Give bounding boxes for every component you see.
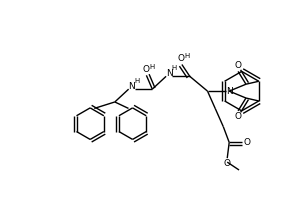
Text: H: H [184,53,189,59]
Text: H: H [150,64,155,70]
Text: N: N [128,82,135,91]
Text: N: N [166,69,172,78]
Text: O: O [177,54,184,63]
Text: O: O [244,138,251,147]
Text: H: H [135,78,140,84]
Text: H: H [171,65,177,71]
Text: O: O [235,112,242,121]
Text: O: O [224,159,231,168]
Text: N: N [226,87,232,96]
Text: O: O [235,61,242,70]
Text: O: O [143,65,150,74]
